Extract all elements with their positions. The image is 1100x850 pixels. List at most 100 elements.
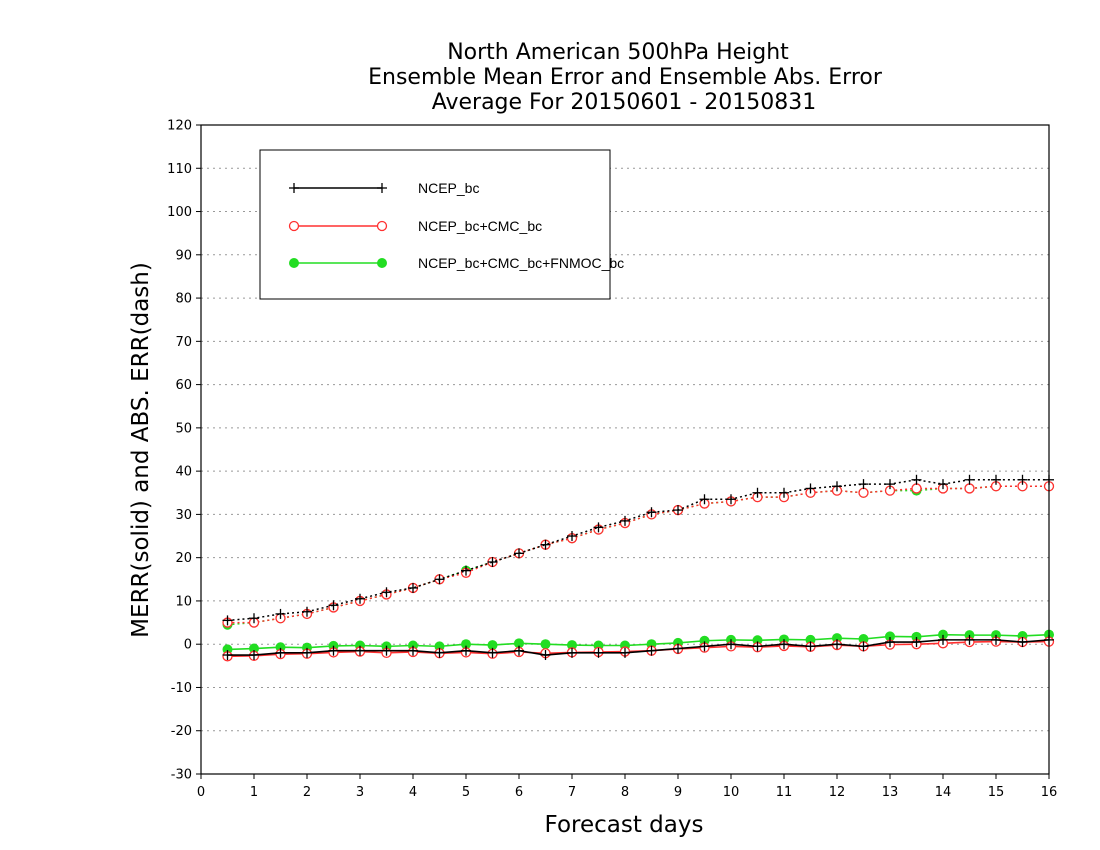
y-tick-label: -30 bbox=[171, 768, 192, 783]
merr-point bbox=[699, 641, 710, 652]
x-axis: 0 1 2 3 4 5 6 7 8 9 10 11 12 13 14 15 16 bbox=[197, 774, 1057, 800]
merr-point bbox=[275, 647, 286, 658]
abs-err-point bbox=[381, 587, 392, 598]
abs-err-point bbox=[964, 474, 975, 485]
abs-err-point bbox=[673, 505, 683, 516]
y-tick-label: 110 bbox=[167, 162, 192, 177]
merr-point bbox=[487, 647, 498, 658]
series-ncep-bc bbox=[222, 474, 1054, 661]
abs-err-point bbox=[991, 474, 1001, 485]
x-tick-label: 3 bbox=[356, 785, 364, 800]
y-tick-label: 70 bbox=[175, 335, 192, 350]
abs-err-point bbox=[540, 539, 551, 550]
y-tick-label: 40 bbox=[175, 465, 192, 480]
abs-err-point bbox=[858, 479, 869, 490]
abs-err-point bbox=[249, 613, 259, 624]
merr-line bbox=[227, 640, 1050, 658]
abs-err-point bbox=[805, 483, 816, 494]
y-tick-label: 120 bbox=[167, 119, 192, 134]
merr-point bbox=[858, 641, 869, 652]
abs-err-point bbox=[328, 600, 339, 611]
abs-err-point bbox=[408, 582, 418, 593]
merr-point bbox=[302, 647, 312, 658]
y-tick-label: -10 bbox=[171, 681, 192, 696]
merr-point bbox=[779, 639, 789, 650]
merr-point bbox=[832, 639, 842, 650]
y-axis: -30 -20 -10 0 10 20 30 40 50 60 70 80 90 100 110 120 bbox=[167, 119, 201, 783]
abs-err-point bbox=[593, 522, 604, 533]
merr-point bbox=[567, 647, 577, 658]
merr-point bbox=[726, 639, 736, 650]
abs-err-point bbox=[885, 479, 895, 490]
merr-point bbox=[858, 634, 869, 645]
x-tick-label: 14 bbox=[935, 785, 952, 800]
merr-point bbox=[991, 634, 1001, 645]
legend-label: NCEP_bc bbox=[418, 180, 479, 196]
abs-err-point bbox=[911, 483, 922, 494]
merr-point bbox=[911, 631, 922, 642]
legend-marker bbox=[289, 183, 299, 193]
merr-point bbox=[1017, 637, 1028, 648]
legend-marker bbox=[376, 220, 388, 232]
merr-point bbox=[514, 645, 524, 656]
y-tick-label: -20 bbox=[171, 724, 192, 739]
merr-point bbox=[461, 645, 471, 656]
x-tick-label: 8 bbox=[621, 785, 629, 800]
merr-point bbox=[911, 637, 922, 648]
abs-err-point bbox=[964, 483, 975, 494]
abs-err-point bbox=[858, 487, 869, 498]
abs-err-point bbox=[832, 481, 842, 492]
abs-err-point bbox=[646, 507, 657, 518]
abs-err-point bbox=[355, 593, 365, 604]
x-tick-label: 11 bbox=[776, 785, 793, 800]
abs-err-point bbox=[461, 565, 471, 576]
abs-err-point bbox=[620, 515, 630, 526]
abs-err-line bbox=[227, 479, 1049, 622]
x-tick-label: 0 bbox=[197, 785, 205, 800]
chart-title-line-2: Ensemble Mean Error and Ensemble Abs. Er… bbox=[368, 65, 883, 90]
abs-err-point bbox=[222, 615, 233, 626]
y-tick-label: 20 bbox=[175, 551, 192, 566]
merr-point bbox=[593, 647, 604, 658]
chart-title-line-3: Average For 20150601 - 20150831 bbox=[432, 90, 817, 115]
merr-point bbox=[487, 640, 498, 651]
legend-entry-ncep-bc-cmc-bc-fnmoc-bc: NCEP_bc+CMC_bc+FNMOC_bc bbox=[289, 255, 624, 271]
abs-err-point bbox=[699, 494, 710, 505]
series-ncep-bc-cmc-bc bbox=[222, 481, 1055, 662]
abs-err-point bbox=[275, 608, 286, 619]
merr-point bbox=[567, 640, 577, 651]
merr-point bbox=[514, 638, 524, 649]
y-tick-label: 100 bbox=[167, 205, 192, 220]
merr-point bbox=[938, 629, 948, 640]
y-tick-label: 50 bbox=[175, 421, 192, 436]
merr-point bbox=[355, 645, 365, 656]
abs-err-point bbox=[726, 494, 736, 505]
abs-err-point bbox=[567, 531, 577, 542]
x-tick-label: 5 bbox=[462, 785, 470, 800]
x-tick-label: 16 bbox=[1041, 785, 1058, 800]
merr-point bbox=[328, 645, 339, 656]
legend-marker bbox=[288, 220, 300, 232]
merr-point bbox=[620, 647, 630, 658]
merr-point bbox=[540, 650, 551, 661]
x-tick-label: 6 bbox=[515, 785, 523, 800]
x-tick-label: 12 bbox=[829, 785, 846, 800]
merr-point bbox=[938, 634, 948, 645]
plot-series bbox=[222, 474, 1055, 662]
chart-title: North American 500hPa Height Ensemble Me… bbox=[368, 40, 883, 115]
abs-err-point bbox=[434, 574, 445, 585]
abs-err-point bbox=[779, 487, 789, 498]
legend-entry-ncep-bc-cmc-bc: NCEP_bc+CMC_bc bbox=[288, 218, 542, 234]
merr-point bbox=[381, 645, 392, 656]
x-tick-label: 13 bbox=[882, 785, 899, 800]
y-tick-label: 10 bbox=[175, 594, 192, 609]
legend-box bbox=[259, 149, 611, 300]
y-tick-label: 80 bbox=[175, 292, 192, 307]
merr-point bbox=[249, 643, 259, 654]
y-tick-label: 60 bbox=[175, 378, 192, 393]
y-tick-label: 0 bbox=[184, 638, 192, 653]
legend-entry-ncep-bc: NCEP_bc bbox=[289, 180, 479, 196]
legend-label: NCEP_bc+CMC_bc+FNMOC_bc bbox=[418, 255, 624, 271]
y-tick-label: 30 bbox=[175, 508, 192, 523]
x-tick-label: 1 bbox=[250, 785, 258, 800]
